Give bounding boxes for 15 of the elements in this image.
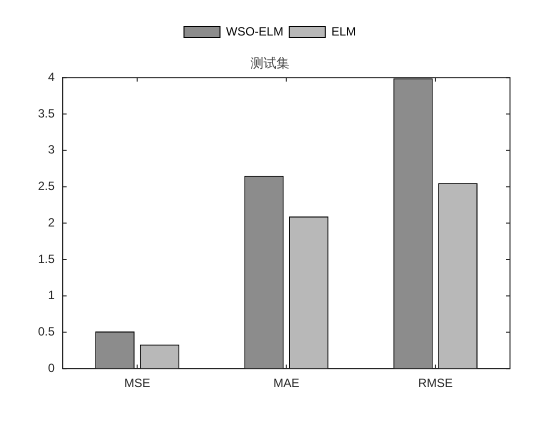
y-tick-label: 0: [48, 360, 55, 375]
y-tick-label: 3.5: [38, 106, 55, 120]
chart-title: 测试集: [250, 55, 290, 70]
y-tick-label: 2.5: [38, 179, 55, 194]
y-tick-label: 1: [48, 288, 55, 302]
y-tick-label: 4: [48, 70, 55, 84]
y-tick-label: 2: [48, 215, 55, 230]
legend-label: ELM: [331, 24, 356, 38]
legend-label: WSO-ELM: [226, 24, 284, 38]
y-tick-label: 1.5: [38, 252, 55, 266]
x-tick-label: MAE: [273, 376, 300, 390]
x-tick-label: RMSE: [418, 376, 453, 390]
y-tick-label: 3: [48, 142, 55, 157]
y-tick-label: 0.5: [38, 324, 55, 339]
x-tick-label: MSE: [124, 376, 150, 390]
